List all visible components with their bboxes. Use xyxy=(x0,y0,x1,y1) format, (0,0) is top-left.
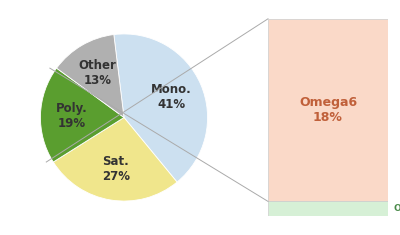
Text: Other
13%: Other 13% xyxy=(79,59,117,87)
Text: Omega3 1%: Omega3 1% xyxy=(394,204,400,213)
Text: Mono.
41%: Mono. 41% xyxy=(151,83,192,111)
Wedge shape xyxy=(53,118,177,201)
Wedge shape xyxy=(40,68,124,162)
Wedge shape xyxy=(56,35,124,118)
Text: Omega6
18%: Omega6 18% xyxy=(299,96,357,124)
Text: Poly.
19%: Poly. 19% xyxy=(56,102,88,130)
Text: Sat.
27%: Sat. 27% xyxy=(102,155,130,183)
Bar xyxy=(268,201,388,216)
Wedge shape xyxy=(114,34,208,182)
